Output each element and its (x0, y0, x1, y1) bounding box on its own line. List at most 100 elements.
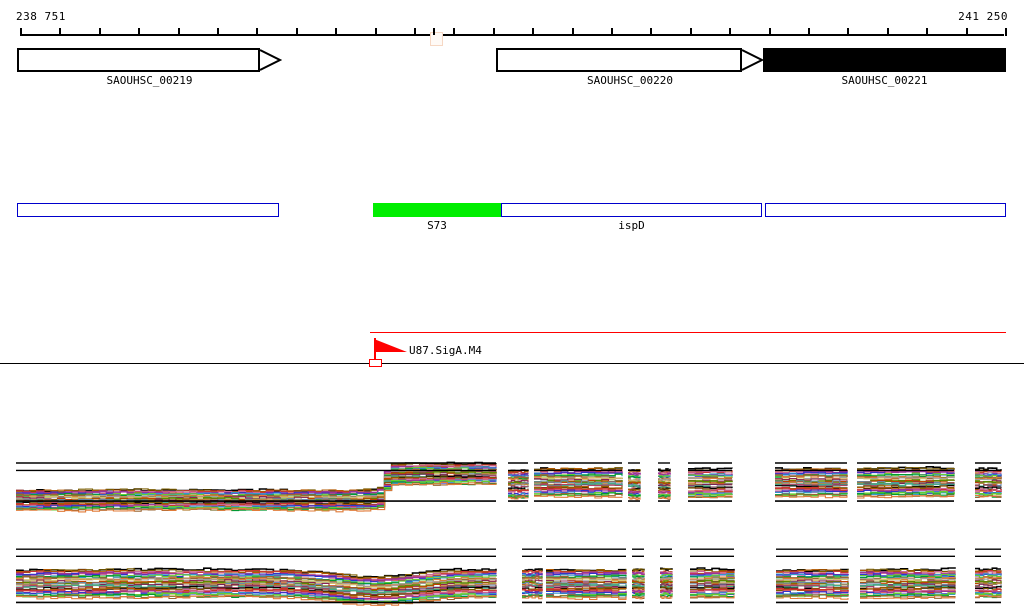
ruler-tick (808, 28, 810, 36)
expression-track-bottom[interactable] (0, 540, 1024, 611)
expression-series-line (632, 575, 645, 579)
expression-series-line (975, 476, 1002, 480)
expression-series-line (632, 574, 645, 577)
transcript-feature[interactable]: S73 (373, 203, 501, 232)
expression-series-line (776, 594, 849, 597)
gene-feature[interactable]: SAOUHSC_00220 (496, 48, 765, 87)
expression-series-line (690, 592, 735, 597)
expression-track-top[interactable] (0, 448, 1024, 516)
expression-series-line (632, 584, 645, 588)
transcript-feature[interactable] (765, 203, 1006, 217)
expression-series-line (628, 472, 641, 476)
expression-series-line (857, 476, 955, 480)
expression-series-line (975, 567, 1001, 572)
gene-arrow-head-icon (741, 48, 765, 72)
expression-series-line (628, 494, 641, 497)
expression-series-line (534, 495, 623, 499)
ruler-tick (335, 28, 338, 36)
expression-series-line (975, 594, 1002, 598)
gene-feature[interactable]: SAOUHSC_00219 (17, 48, 283, 87)
expression-series-line (775, 477, 848, 481)
expression-series-line (660, 590, 673, 593)
ruler-tick (611, 28, 613, 36)
expression-series-line (690, 579, 735, 584)
expression-plot-canvas (16, 461, 1002, 513)
expression-series-line (534, 471, 623, 475)
expression-plot-canvas (16, 548, 1002, 606)
expression-series-line (546, 585, 627, 589)
expression-series-line (16, 481, 497, 513)
expression-series-line (534, 483, 623, 488)
expression-series-line (658, 478, 671, 481)
ruler-cursor-stem (433, 28, 435, 35)
expression-series-line (857, 467, 955, 471)
expression-series-line (508, 496, 529, 500)
ruler-tick (295, 28, 298, 36)
expression-series-line (688, 495, 733, 499)
expression-series-line (632, 589, 645, 593)
gene-label: SAOUHSC_00221 (841, 74, 928, 87)
ruler-tick (532, 28, 535, 36)
transcript-label: S73 (427, 219, 447, 232)
expression-series-line (632, 568, 645, 571)
expression-series-line (658, 484, 671, 487)
expression-series-line (660, 586, 673, 589)
promoter-flag-icon (374, 338, 408, 357)
expression-series-line (775, 493, 848, 497)
expression-series-line (975, 570, 1002, 574)
transcript-feature[interactable] (17, 203, 279, 217)
ruler-tick (729, 28, 732, 36)
ruler-tick (650, 28, 653, 36)
ruler-tick (847, 28, 850, 36)
ruler-tick (965, 28, 968, 36)
gene-arrow-head-icon (259, 48, 283, 72)
expression-series-line (688, 467, 733, 471)
right-coordinate-label: 241 250 (958, 10, 1008, 23)
expression-series-line (775, 476, 848, 480)
expression-series-line (660, 573, 673, 577)
expression-series-line (658, 475, 671, 478)
expression-series-line (775, 486, 848, 492)
expression-series-line (628, 490, 641, 494)
promoter-stem (374, 338, 376, 359)
expression-series-line (857, 488, 955, 493)
coordinate-ruler[interactable] (0, 28, 1024, 46)
ruler-tick (20, 28, 22, 36)
expression-series-line (534, 487, 623, 492)
expression-series-line (857, 492, 955, 496)
expression-series-line (975, 494, 1002, 498)
expression-series-line (775, 485, 848, 489)
expression-series-line (975, 574, 1002, 578)
expression-series-line (628, 481, 641, 485)
ruler-tick (571, 28, 574, 36)
expression-series-line (857, 482, 955, 487)
expression-series-line (632, 596, 645, 600)
expression-series-line (534, 476, 623, 481)
expression-series-line (522, 588, 543, 592)
ruler-tick (1005, 28, 1007, 36)
transcript-feature-track[interactable]: S73 ispD (0, 203, 1024, 243)
ruler-cursor-marker[interactable] (430, 32, 443, 46)
expression-series-line (690, 567, 735, 571)
expression-series-line (16, 479, 497, 511)
gene-feature[interactable]: SAOUHSC_00221 (763, 48, 1006, 87)
expression-series-line (660, 577, 673, 580)
ruler-tick (374, 28, 377, 36)
promoter-anchor-box[interactable] (369, 359, 382, 367)
expression-series-line (975, 486, 1002, 489)
expression-series-line (975, 592, 1002, 597)
ruler-tick (689, 28, 692, 36)
ruler-tick (217, 28, 219, 36)
expression-series-line (860, 590, 956, 594)
expression-series-line (522, 570, 543, 573)
expression-series-line (632, 586, 645, 590)
transcript-feature[interactable]: ispD (501, 203, 762, 232)
expression-series-line (857, 485, 955, 489)
expression-series-line (690, 583, 735, 587)
promoter-track[interactable]: U87.SigA.M4 (0, 325, 1024, 373)
gene-annotation-track[interactable]: SAOUHSC_00219 SAOUHSC_00220 SAOUHSC_00221 (0, 48, 1024, 108)
expression-series-line (860, 595, 956, 600)
expression-series-line (632, 587, 645, 592)
expression-series-line (534, 493, 623, 497)
